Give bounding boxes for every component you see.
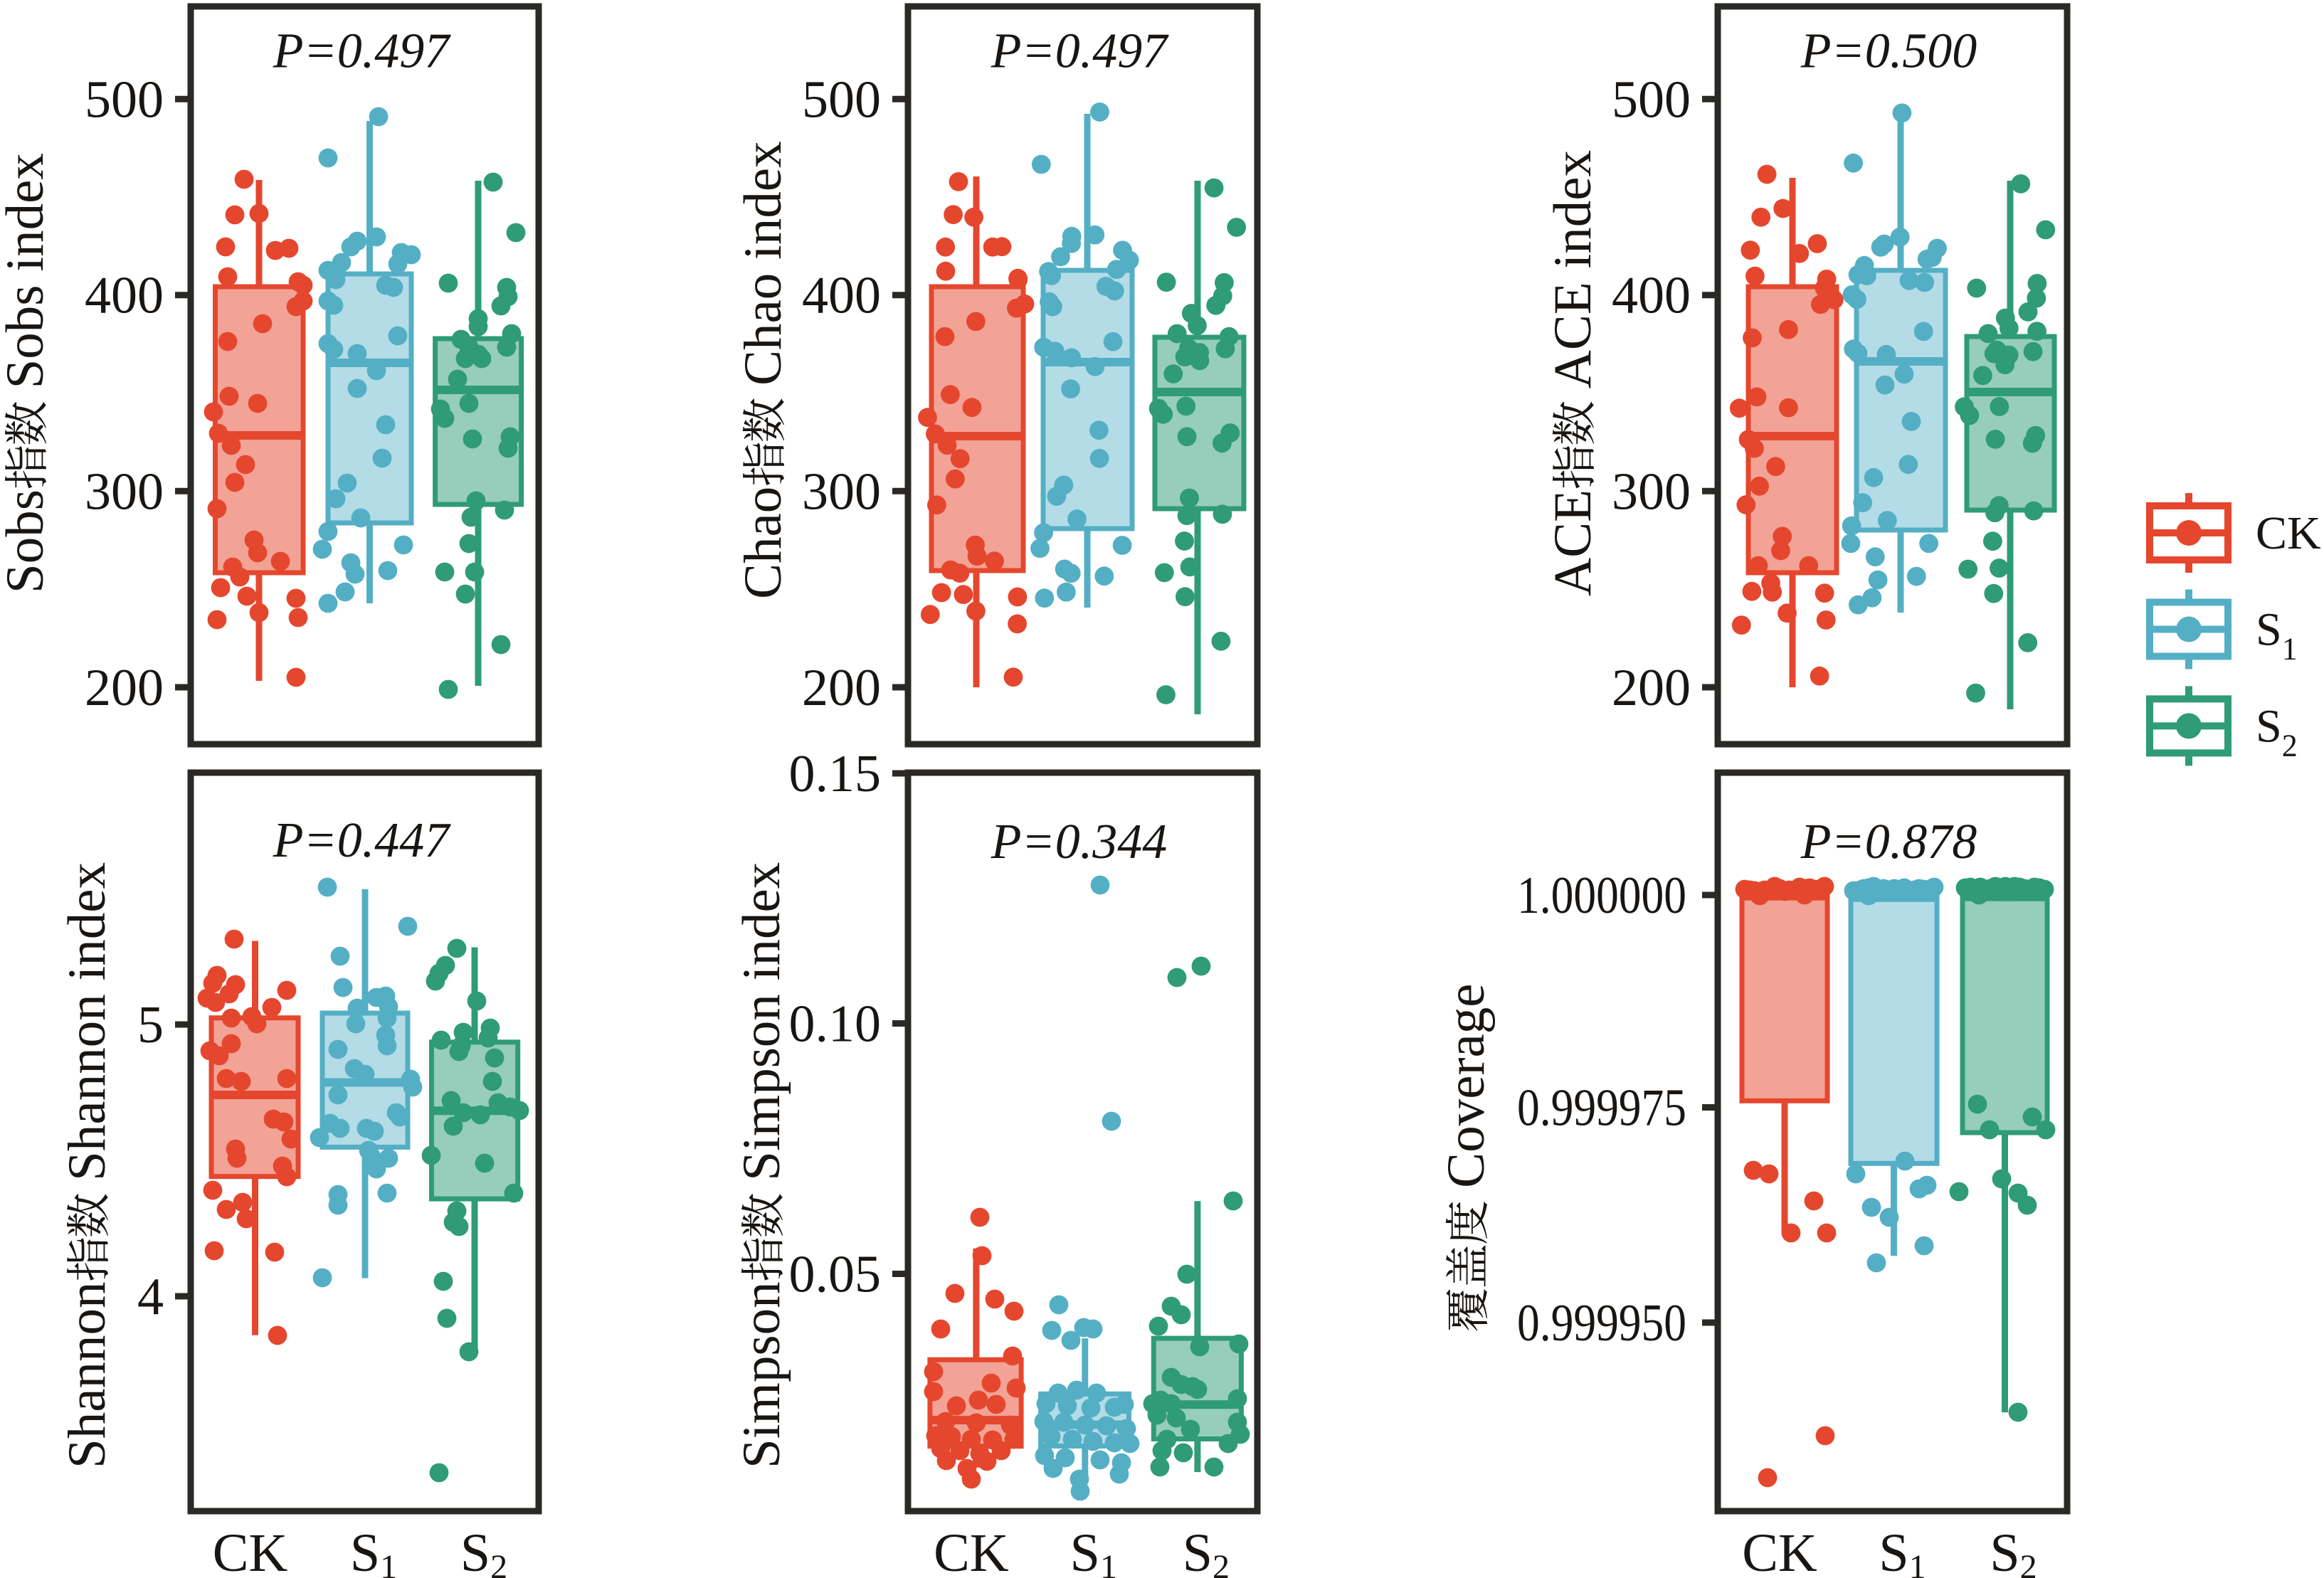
svg-text:CK: CK [1742,1523,1817,1578]
svg-text:500: 500 [1612,70,1691,129]
svg-text:P=0.344: P=0.344 [991,815,1168,869]
svg-text:ACE index: ACE index [1543,150,1602,388]
svg-text:200: 200 [1612,659,1691,717]
svg-text:400: 400 [802,267,881,325]
svg-text:P=0.500: P=0.500 [1800,24,1977,79]
svg-text:0.999975: 0.999975 [1517,1079,1686,1138]
svg-text:Chao: Chao [734,487,793,599]
svg-text:Simpson index: Simpson index [732,862,791,1181]
svg-text:4: 4 [137,1268,164,1326]
svg-text:P=0.447: P=0.447 [273,813,451,868]
svg-text:5: 5 [137,996,164,1054]
svg-text:Coverage: Coverage [1437,983,1496,1187]
svg-text:0.05: 0.05 [789,1246,882,1304]
svg-text:400: 400 [85,267,164,325]
svg-text:400: 400 [1612,267,1691,325]
svg-text:CK: CK [213,1523,288,1578]
svg-text:Chao index: Chao index [734,141,793,386]
svg-text:300: 300 [1612,462,1691,521]
svg-text:500: 500 [85,70,164,129]
svg-text:200: 200 [802,659,881,717]
svg-text:CK: CK [2256,507,2321,559]
svg-text:Simpson: Simpson [732,1281,791,1468]
svg-text:Shannon index: Shannon index [58,862,117,1181]
svg-text:P=0.497: P=0.497 [991,24,1169,79]
svg-text:S2: S2 [1990,1523,2037,1578]
svg-text:300: 300 [85,462,164,521]
svg-text:0.999950: 0.999950 [1517,1294,1686,1352]
svg-text:Sobs index: Sobs index [0,153,55,388]
svg-text:0.10: 0.10 [789,995,882,1054]
svg-text:CK: CK [934,1523,1009,1578]
svg-text:200: 200 [85,659,164,717]
svg-text:1.000000: 1.000000 [1517,867,1686,925]
svg-text:P=0.497: P=0.497 [273,24,451,79]
svg-text:300: 300 [802,462,881,521]
svg-text:500: 500 [802,70,881,129]
svg-text:ACE: ACE [1543,489,1602,596]
svg-text:0.15: 0.15 [789,745,882,803]
svg-text:S1: S1 [1070,1523,1117,1578]
svg-text:Shannon: Shannon [58,1282,117,1469]
svg-text:Sobs: Sobs [0,489,55,593]
svg-text:P=0.878: P=0.878 [1800,815,1977,869]
